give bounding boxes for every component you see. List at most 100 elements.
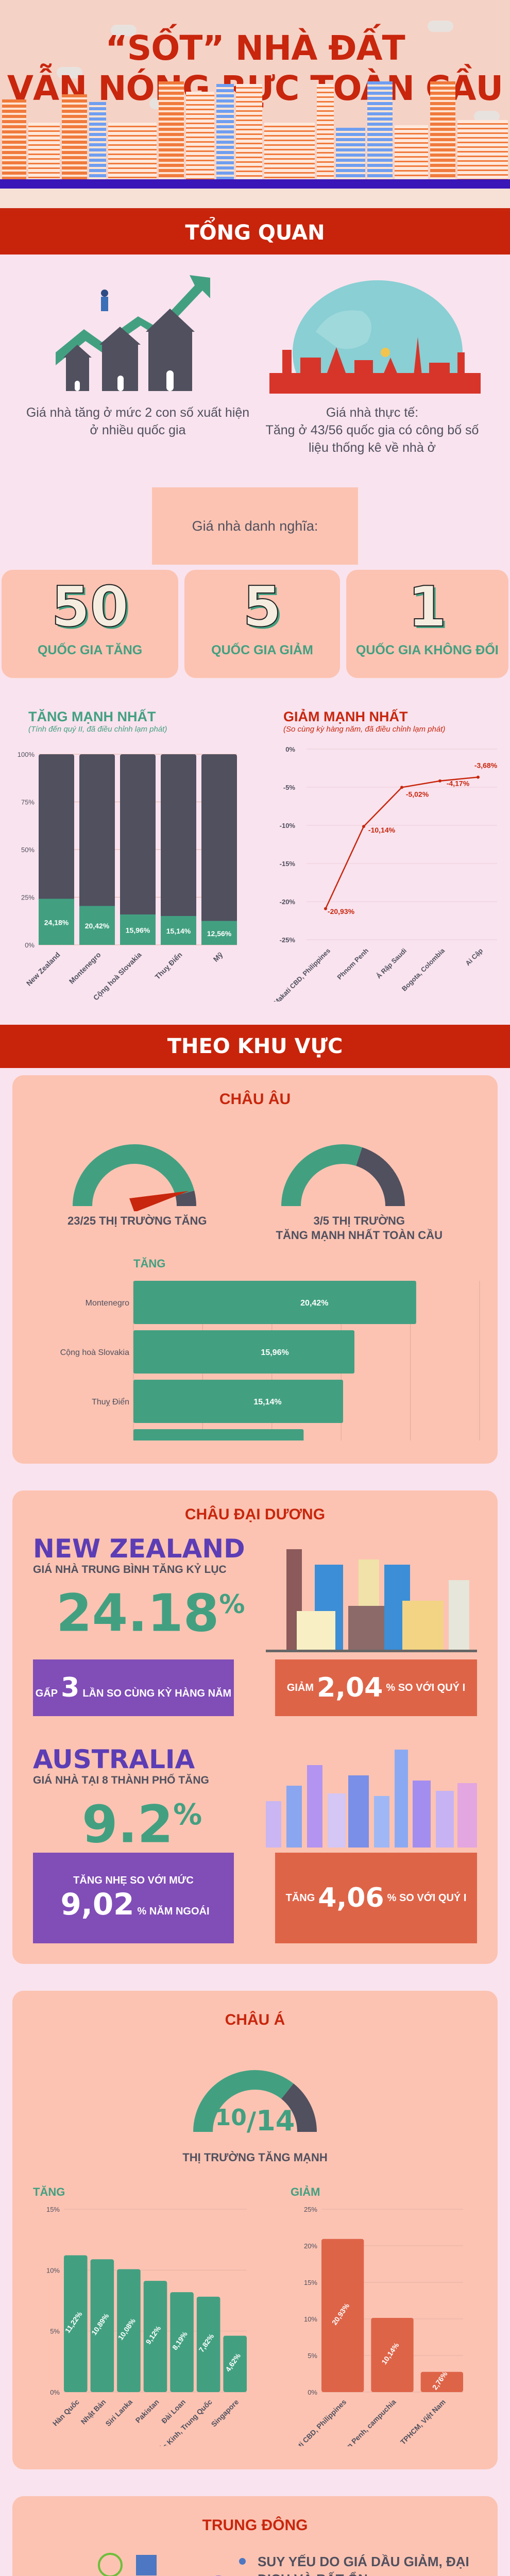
svg-text:Ai Cập: Ai Cập [464, 946, 484, 967]
world-landmarks-illustration [259, 275, 486, 425]
svg-text:Montenegro: Montenegro [86, 1299, 129, 1308]
cloud-icon [474, 111, 500, 122]
nz-city-illustration [266, 1534, 477, 1652]
svg-text:Bogota, Colombia: Bogota, Colombia [400, 946, 447, 993]
asia-gauge-num: 10 [215, 2105, 247, 2131]
count-down-label: QUỐC GIA GIẢM [211, 643, 313, 657]
bar [90, 2259, 114, 2393]
gauge2-label: 3/5 THỊ TRƯỜNG TĂNG MẠNH NHẤT TOÀN CẦU [276, 1214, 443, 1243]
svg-text:10%: 10% [46, 2267, 60, 2275]
cloud-icon [428, 21, 453, 32]
top-rise-chart: TĂNG MẠNH NHẤT (Tính đến quý II, đã điều… [10, 709, 255, 1004]
cloud-icon [111, 25, 137, 36]
svg-text:Singapore: Singapore [210, 2398, 241, 2429]
au-value-num: 9.2 [82, 1794, 174, 1855]
bullet-item: SUY YẾU DO GIÁ DẦU GIẢM, ĐẠI DỊCH VÀ BẤT… [239, 2553, 477, 2576]
svg-text:Makati CBD, Philippines: Makati CBD, Philippines [272, 947, 332, 1002]
svg-text:Montenegro: Montenegro [67, 951, 103, 986]
count-unchanged: 1 [407, 575, 447, 639]
bar [133, 1380, 343, 1423]
card-countries-down: 5 QUỐC GIA GIẢM [184, 570, 340, 678]
asia-title: CHÂU Á [225, 2011, 285, 2029]
svg-text:15%: 15% [304, 2279, 317, 2286]
svg-text:100%: 100% [18, 751, 35, 758]
svg-text:Pakistan: Pakistan [134, 2398, 161, 2425]
gauge-needle-icon [129, 1191, 189, 1212]
bar-remainder [201, 754, 237, 945]
asia-gauge-ratio: 10/14 [215, 2105, 295, 2138]
overview-left: Giá nhà tăng ở mức 2 con số xuất hiện ở … [25, 275, 251, 456]
svg-text:Cộng hoà Slovakia: Cộng hoà Slovakia [60, 1348, 129, 1357]
svg-text:15,96%: 15,96% [261, 1348, 288, 1357]
svg-text:15,14%: 15,14% [253, 1398, 281, 1406]
nz-box1-post: LẦN SO CÙNG KỲ HÀNG NĂM [82, 1688, 232, 1699]
hero-header: “SỐT” NHÀ ĐẤT VẪN NÓNG RỰC TOÀN CẦU [0, 0, 510, 211]
bar [196, 2297, 220, 2393]
region-europe: CHÂU ÂU 23/25 THỊ TRƯỜNG TĂNG 3/5 THỊ TR… [12, 1075, 498, 1537]
nominal-price-label: Giá nhà danh nghĩa: [152, 487, 358, 565]
nz-box1-num: 3 [61, 1672, 80, 1703]
svg-text:75%: 75% [21, 799, 35, 806]
nz-name: NEW ZEALAND [33, 1534, 245, 1564]
bar [170, 2292, 194, 2393]
svg-text:New Zealand: New Zealand [25, 951, 62, 988]
asia-rise-title: TĂNG [33, 2185, 65, 2199]
top-rise-title: TĂNG MẠNH NHẤT [28, 709, 156, 724]
bar [321, 2239, 364, 2393]
region-oceania: CHÂU ĐẠI DƯƠNG NEW ZEALAND GIÁ NHÀ TRUNG… [12, 1490, 498, 1964]
bar [161, 916, 196, 945]
svg-text:50%: 50% [21, 846, 35, 854]
nz-subtitle: GIÁ NHÀ TRUNG BÌNH TĂNG KỶ LỤC [33, 1564, 227, 1575]
nz-block: NEW ZEALAND GIÁ NHÀ TRUNG BÌNH TĂNG KỶ L… [33, 1534, 477, 1652]
svg-text:Siri Lanka: Siri Lanka [104, 2398, 134, 2428]
nz-box-annual: GẤP 3 LẦN SO CÙNG KỲ HÀNG NĂM [33, 1659, 234, 1716]
overview-right-text: Giá nhà thực tế: Tăng ở 43/56 quốc gia c… [259, 404, 486, 456]
au-box2-num: 4,06 [318, 1883, 384, 1914]
bar [39, 899, 74, 945]
svg-text:20%: 20% [304, 2242, 317, 2250]
svg-text:5%: 5% [50, 2328, 60, 2335]
svg-text:25%: 25% [304, 2206, 317, 2213]
svg-text:0%: 0% [50, 2388, 60, 2396]
svg-text:Thuỵ Điển: Thuỵ Điển [153, 951, 183, 981]
bar [133, 1429, 304, 1472]
svg-text:TPHCM, Việt Nam: TPHCM, Việt Nam [399, 2398, 447, 2446]
svg-text:Ả Rập Saudi: Ả Rập Saudi [375, 947, 408, 980]
asia-gauge-label: THỊ TRƯỜNG TĂNG MẠNH [182, 2151, 328, 2164]
right-text-line2: Tăng ở 43/56 quốc gia có công bố số liệu… [265, 423, 479, 455]
svg-text:Makati CBD, Philippines: Makati CBD, Philippines [284, 2398, 348, 2446]
gauge1-label: 23/25 THỊ TRƯỜNG TĂNG [67, 1214, 207, 1227]
top-movers-charts: TĂNG MẠNH NHẤT (Tính đến quý II, đã điều… [0, 678, 510, 1006]
bar [79, 906, 115, 945]
svg-text:0%: 0% [308, 2388, 317, 2396]
overview-left-text: Giá nhà tăng ở mức 2 con số xuất hiện ở … [26, 405, 250, 437]
cloud-icon [57, 67, 82, 78]
au-box-quarter: TĂNG 4,06% SO VỚI QUÝ I [275, 1853, 477, 1944]
europe-chart-title: TĂNG [133, 1257, 166, 1270]
europe-title: CHÂU ÂU [219, 1091, 291, 1108]
svg-text:15%: 15% [46, 2206, 60, 2213]
bar [133, 1330, 355, 1374]
svg-text:-10%: -10% [280, 822, 296, 829]
asia-gauge-den: 14 [256, 2105, 295, 2138]
au-box2-post: % SO VỚI QUÝ I [387, 1892, 467, 1904]
nz-value: 24.18% [33, 1576, 245, 1641]
top-fall-title: GIẢM MẠNH NHẤT [283, 709, 408, 724]
nz-value-unit: % [219, 1589, 245, 1619]
au-box1-num: 9,02 [60, 1886, 134, 1922]
gauge2-label-line2: TĂNG MẠNH NHẤT TOÀN CẦU [276, 1229, 443, 1242]
svg-text:-3,68%: -3,68% [474, 761, 498, 769]
bar-remainder [120, 754, 156, 945]
svg-text:Thuỵ Điển: Thuỵ Điển [92, 1397, 129, 1406]
europe-gauge-2: 3/5 THỊ TRƯỜNG TĂNG MẠNH NHẤT TOÀN CẦU [276, 1118, 443, 1243]
bar [64, 2255, 88, 2393]
svg-text:0%: 0% [25, 941, 35, 949]
count-up-label: QUỐC GIA TĂNG [38, 643, 143, 657]
card-countries-up: 50 QUỐC GIA TĂNG [2, 570, 179, 678]
oceania-title: CHÂU ĐẠI DƯƠNG [184, 1506, 326, 1523]
region-asia: CHÂU Á 10/14 THỊ TRƯỜNG TĂNG MẠNH TĂNG 0… [12, 1991, 498, 2470]
au-value-unit: % [173, 1798, 202, 1832]
svg-text:-20%: -20% [280, 898, 296, 906]
bar [143, 2281, 167, 2393]
au-city-illustration [266, 1744, 477, 1848]
